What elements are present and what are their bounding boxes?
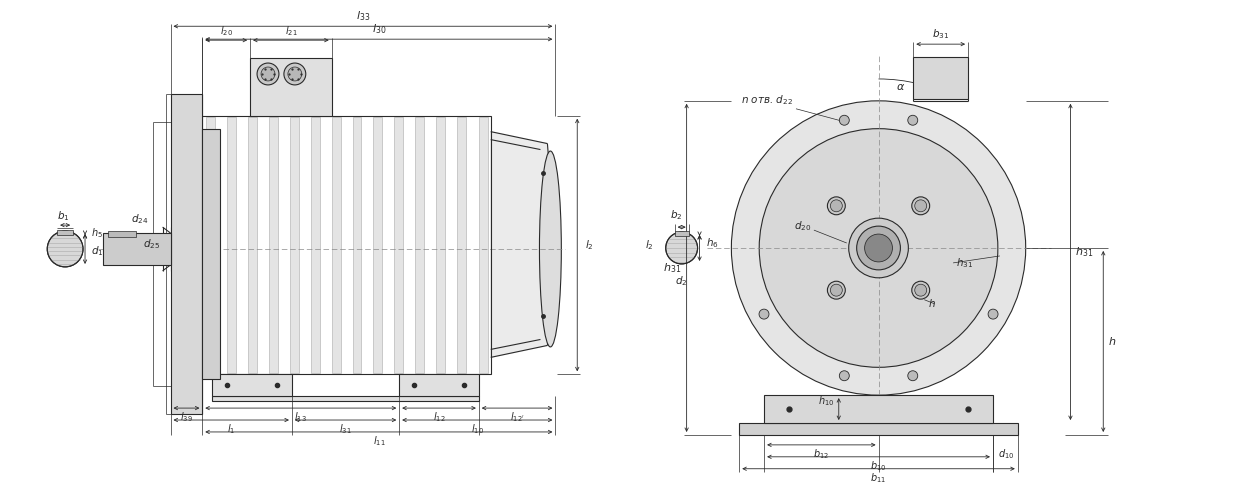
Text: $h$: $h$ [1109,335,1116,348]
Circle shape [257,63,279,85]
Circle shape [827,281,846,299]
Circle shape [831,284,842,296]
Circle shape [848,218,909,278]
Bar [171,94,202,414]
Text: $d_{25}$: $d_{25}$ [144,237,161,251]
Circle shape [839,371,849,381]
Circle shape [911,281,930,299]
Circle shape [47,231,83,267]
Circle shape [988,309,998,319]
Circle shape [262,67,275,81]
Circle shape [759,129,998,367]
Text: $d_{24}$: $d_{24}$ [131,212,149,226]
Circle shape [827,197,846,215]
Bar [311,117,320,373]
Circle shape [911,197,930,215]
Circle shape [839,115,849,125]
Text: $l_{30}$: $l_{30}$ [372,22,386,36]
Text: $h_{31}$: $h_{31}$ [956,256,973,270]
Text: $n$ отв. $d_{22}$: $n$ отв. $d_{22}$ [742,93,794,107]
Ellipse shape [539,151,562,347]
Circle shape [666,232,698,264]
Circle shape [288,67,301,81]
Text: $l_2$: $l_2$ [585,238,594,252]
Bar [212,396,479,401]
Circle shape [857,226,900,270]
Text: $l_{11}$: $l_{11}$ [372,434,386,448]
Text: $l_2$: $l_2$ [645,238,653,252]
Text: $l_{20}$: $l_{20}$ [219,24,233,38]
Bar [415,117,424,373]
Circle shape [864,234,893,262]
Text: $b_{31}$: $b_{31}$ [932,28,950,41]
Bar [248,117,257,373]
Text: $h_5$: $h_5$ [91,226,103,240]
Text: $l_{33}$: $l_{33}$ [356,9,370,23]
Bar [479,117,487,373]
Bar [103,233,171,265]
Circle shape [915,284,926,296]
Bar [206,117,216,373]
Bar [394,117,403,373]
Bar [57,230,73,235]
Bar [436,117,445,373]
Bar [202,116,491,374]
Bar [764,395,993,423]
Text: $l_1$: $l_1$ [227,422,236,436]
Circle shape [759,309,769,319]
Bar [373,117,382,373]
Circle shape [908,115,918,125]
Bar [108,231,135,237]
Text: $l_{39}$: $l_{39}$ [180,410,193,424]
Text: $b_2$: $b_2$ [671,209,683,222]
Bar [331,117,341,373]
Circle shape [908,371,918,381]
Text: $d_{20}$: $d_{20}$ [794,219,811,233]
Polygon shape [491,132,556,357]
Text: $b_{12}$: $b_{12}$ [813,447,830,460]
Text: $h_6$: $h_6$ [706,236,718,250]
Bar [352,117,362,373]
Bar [269,117,278,373]
Bar [739,423,1018,435]
Bar [250,58,331,116]
Bar [399,374,479,396]
Bar [227,117,236,373]
Text: $l_{12'}$: $l_{12'}$ [510,410,525,424]
Circle shape [831,200,842,212]
Bar [675,231,688,236]
Bar [290,117,299,373]
Text: $d_{10}$: $d_{10}$ [998,447,1014,460]
Text: $l_{10}$: $l_{10}$ [471,422,484,436]
Text: $b_{11}$: $b_{11}$ [870,471,887,485]
Text: $h_{10}$: $h_{10}$ [818,394,835,408]
Circle shape [915,200,926,212]
Text: $h_{31}$: $h_{31}$ [1075,245,1094,259]
Bar [456,117,466,373]
Text: $d_2$: $d_2$ [676,274,688,287]
Bar [202,129,221,379]
Circle shape [732,101,1025,395]
Text: $b_{10}$: $b_{10}$ [870,459,887,473]
Text: $h_{31}$: $h_{31}$ [663,261,682,275]
Text: $l_{13}$: $l_{13}$ [294,410,308,424]
Text: $l_{12}$: $l_{12}$ [433,410,445,424]
Text: $b_1$: $b_1$ [57,210,69,223]
Text: $d_1$: $d_1$ [91,244,104,258]
Text: $l_{31}$: $l_{31}$ [340,422,352,436]
Text: $h$: $h$ [929,297,936,309]
Bar [914,57,968,99]
Text: $\alpha$: $\alpha$ [897,82,905,92]
Text: $l_{21}$: $l_{21}$ [284,24,298,38]
Bar [212,374,291,396]
Circle shape [284,63,306,85]
